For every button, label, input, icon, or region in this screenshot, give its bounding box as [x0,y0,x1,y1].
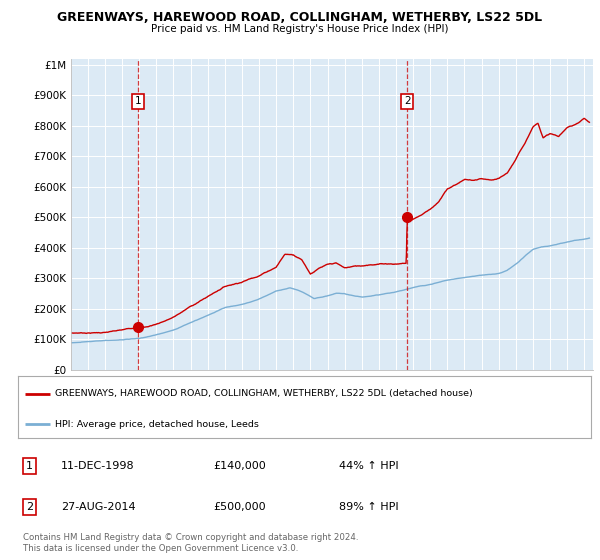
Text: HPI: Average price, detached house, Leeds: HPI: Average price, detached house, Leed… [55,420,259,429]
Text: 89% ↑ HPI: 89% ↑ HPI [339,502,398,512]
Text: GREENWAYS, HAREWOOD ROAD, COLLINGHAM, WETHERBY, LS22 5DL: GREENWAYS, HAREWOOD ROAD, COLLINGHAM, WE… [58,11,542,24]
Text: GREENWAYS, HAREWOOD ROAD, COLLINGHAM, WETHERBY, LS22 5DL (detached house): GREENWAYS, HAREWOOD ROAD, COLLINGHAM, WE… [55,389,473,398]
Text: 2: 2 [26,502,33,512]
Text: 44% ↑ HPI: 44% ↑ HPI [339,461,398,471]
Text: 2: 2 [404,96,410,106]
Text: 1: 1 [26,461,33,471]
Text: 11-DEC-1998: 11-DEC-1998 [61,461,134,471]
Text: £140,000: £140,000 [213,461,266,471]
Text: 1: 1 [135,96,142,106]
Text: £500,000: £500,000 [213,502,265,512]
Text: Contains HM Land Registry data © Crown copyright and database right 2024.
This d: Contains HM Land Registry data © Crown c… [23,533,358,553]
Text: Price paid vs. HM Land Registry's House Price Index (HPI): Price paid vs. HM Land Registry's House … [151,24,449,34]
Text: 27-AUG-2014: 27-AUG-2014 [61,502,136,512]
